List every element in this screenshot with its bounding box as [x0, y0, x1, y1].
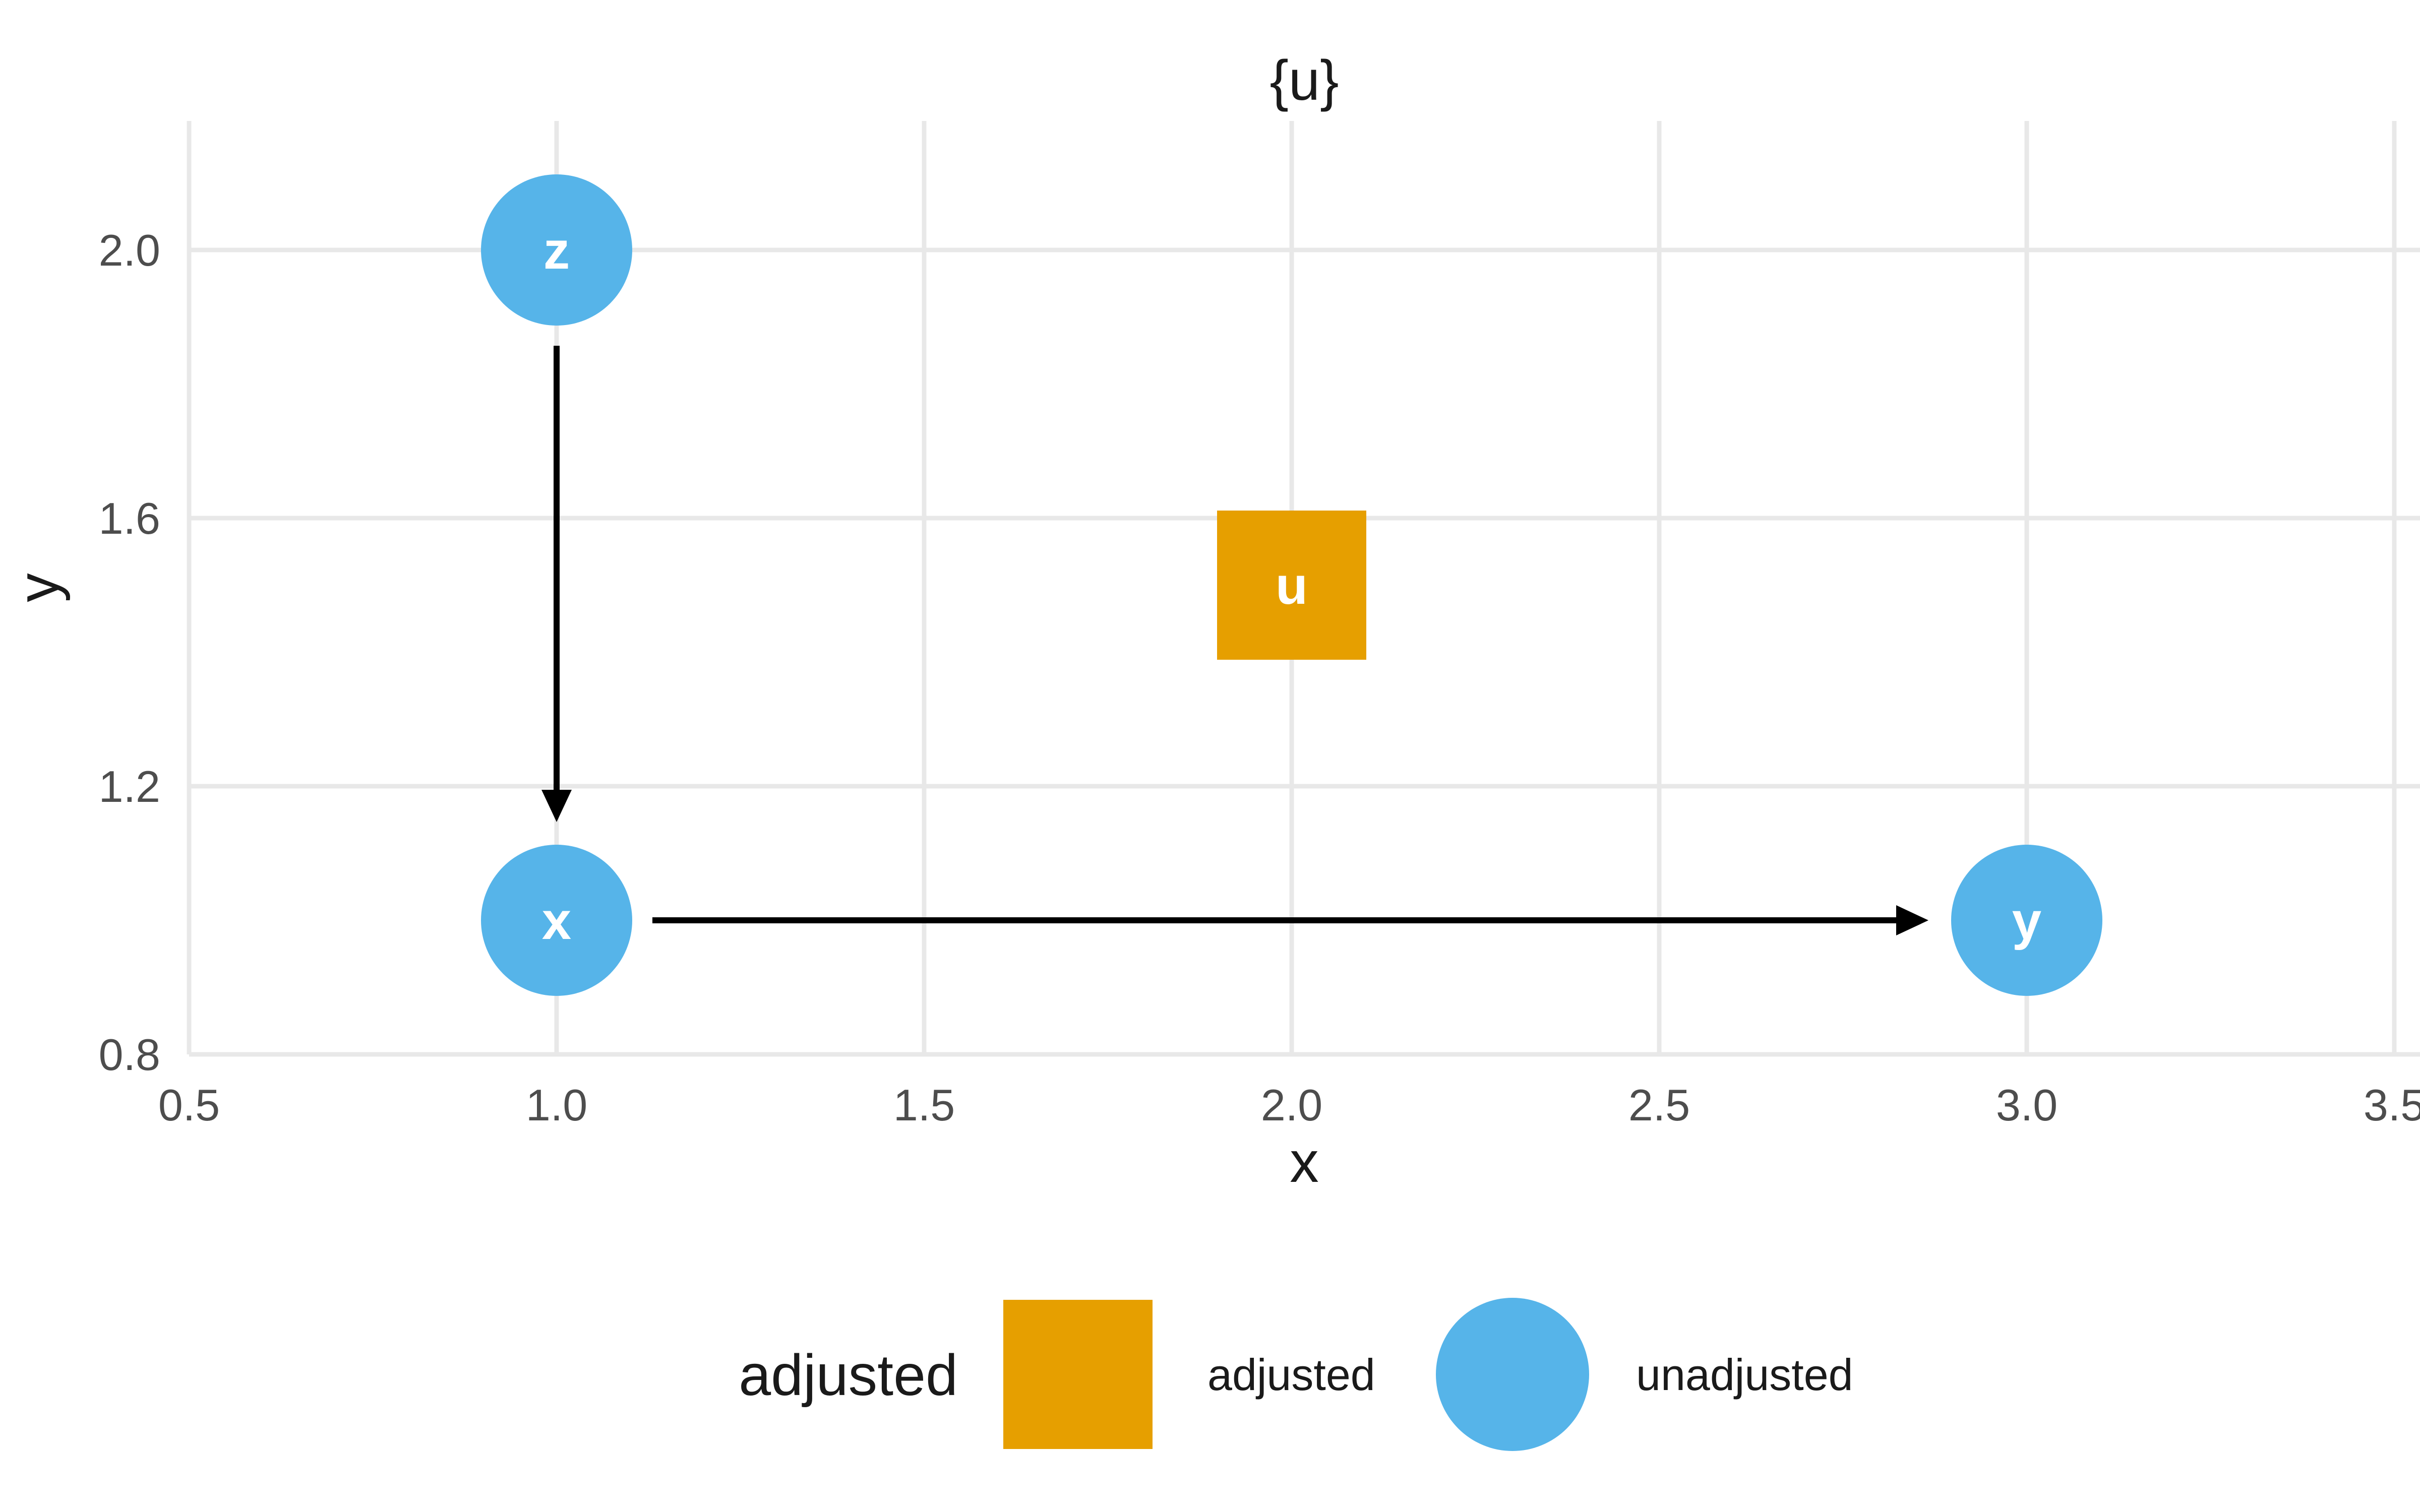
dag-node-x-circle: [481, 845, 632, 996]
legend: adjusted adjusted unadjusted: [739, 1298, 1853, 1451]
dag-node-y-circle: [1951, 845, 2102, 996]
legend-key-adjusted-square-icon: [1003, 1300, 1153, 1449]
x-tick-label: 3.0: [1996, 1080, 2058, 1130]
dag-nodes: z x y u: [481, 174, 2102, 996]
legend-title: adjusted: [739, 1343, 958, 1408]
x-tick-label: 1.0: [526, 1080, 587, 1130]
y-tick-label: 1.2: [99, 762, 160, 811]
y-axis-label: y: [6, 573, 71, 602]
legend-label-unadjusted: unadjusted: [1636, 1350, 1853, 1400]
dag-edges: [541, 346, 1928, 935]
plot-title: {u}: [1269, 49, 1339, 112]
dag-node-label-z: z: [543, 221, 570, 280]
dag-node-label-u: u: [1276, 556, 1308, 615]
x-axis-label: x: [1290, 1130, 1319, 1194]
legend-key-unadjusted-circle-icon: [1436, 1298, 1589, 1451]
x-tick-label: 2.0: [1261, 1080, 1322, 1130]
x-axis-tick-labels: 0.5 1.0 1.5 2.0 2.5 3.0 3.5: [158, 1080, 2420, 1130]
y-tick-label: 0.8: [99, 1030, 160, 1080]
legend-label-adjusted: adjusted: [1207, 1350, 1375, 1400]
dag-node-label-y: y: [2012, 892, 2041, 951]
arrowhead-icon: [541, 790, 572, 822]
arrowhead-icon: [1896, 905, 1928, 935]
x-tick-label: 0.5: [158, 1080, 220, 1130]
x-tick-label: 1.5: [893, 1080, 955, 1130]
y-tick-label: 1.6: [99, 493, 160, 543]
y-axis-tick-labels: 0.8 1.2 1.6 2.0: [99, 225, 160, 1080]
y-tick-label: 2.0: [99, 225, 160, 275]
x-tick-label: 2.5: [1628, 1080, 1690, 1130]
dag-node-z-circle: [481, 174, 632, 326]
x-tick-label: 3.5: [2364, 1080, 2420, 1130]
dag-node-label-x: x: [542, 892, 571, 951]
dag-node-u-square: [1217, 511, 1366, 660]
